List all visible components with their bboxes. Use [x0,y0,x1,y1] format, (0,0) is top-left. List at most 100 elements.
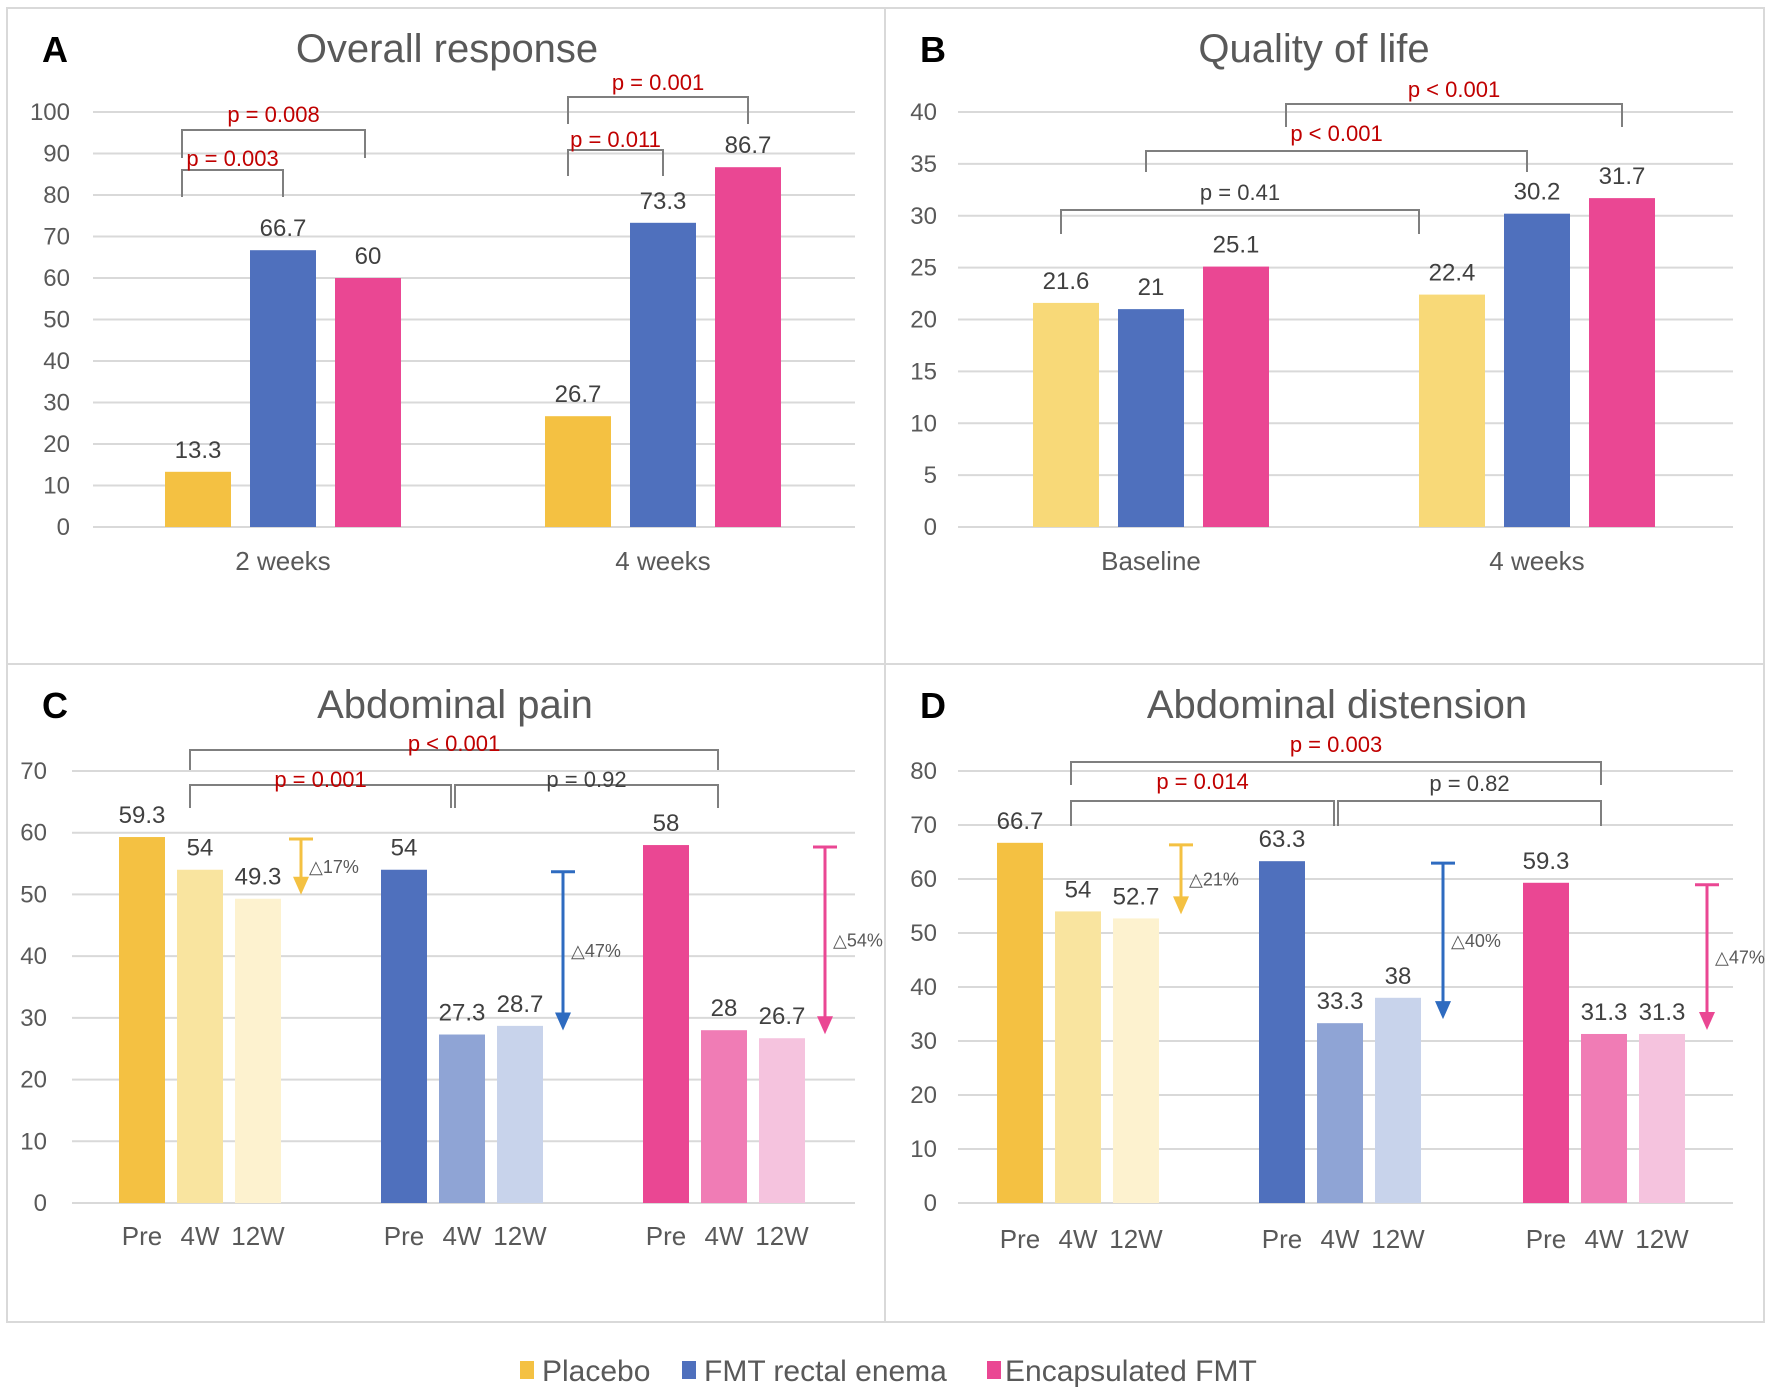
arrow-down-icon [1173,896,1189,915]
x-category-label: Pre [384,1221,424,1251]
bar [1504,213,1570,528]
x-category-label: 12W [231,1221,285,1251]
y-tick-label: 10 [910,410,937,437]
panel-a-title: Overall response [296,27,598,71]
data-label: 31.3 [1639,999,1686,1026]
bar [497,1025,543,1203]
x-category-label: Pre [1526,1224,1566,1254]
panel-a-overall-response: A Overall response 0 10 20 30 40 50 60 70 80 90 10… [30,27,855,576]
bar [1523,882,1569,1203]
y-tick-label: 80 [43,182,70,209]
data-label: 28.7 [497,991,544,1018]
p-value-label: p = 0.82 [1429,771,1509,796]
bar [235,898,281,1203]
data-label: 73.3 [640,188,687,215]
bar [1055,911,1101,1203]
x-category-label: Baseline [1101,546,1201,576]
y-tick-label: 5 [924,462,937,489]
y-tick-label: 30 [910,1028,937,1055]
significance-bracket [1070,800,1335,826]
panel-letter-c: C [42,685,68,726]
x-category-label: Pre [1000,1224,1040,1254]
x-category-label: 12W [493,1221,547,1251]
legend-label-encapsulated-fmt: Encapsulated FMT [1005,1355,1257,1388]
data-label: 49.3 [235,864,282,891]
p-value-label: p = 0.41 [1200,180,1280,205]
legend-item-placebo: Placebo [520,1355,650,1388]
y-tick-label: 70 [20,758,47,785]
bar [381,869,427,1203]
delta-percent-label: △40% [1451,931,1501,951]
bar [1317,1023,1363,1203]
data-label: 66.7 [260,215,307,242]
x-category-label: 12W [1109,1224,1163,1254]
bar [1581,1033,1627,1203]
bar [759,1038,805,1203]
legend-swatch-placebo [520,1361,534,1379]
legend-label-placebo: Placebo [542,1355,650,1388]
panel-d-title: Abdominal distension [1147,683,1527,727]
y-tick-label: 0 [924,1190,937,1217]
data-label: 21 [1138,274,1165,301]
y-tick-label: 20 [910,307,937,334]
data-label: 27.3 [439,1000,486,1027]
x-category-label: 4W [181,1221,220,1251]
p-value-label: p = 0.001 [274,767,366,792]
arrow-down-icon [293,876,309,895]
legend: Placebo FMT rectal enema Encapsulated FM… [520,1355,1257,1388]
legend-label-fmt-rectal-enema: FMT rectal enema [704,1355,947,1388]
bar [545,416,611,527]
arrow-down-icon [555,1012,571,1031]
bar [1259,861,1305,1203]
significance-bracket [1070,761,1602,785]
significance-bracket [1145,150,1528,172]
data-label: 28 [711,995,738,1022]
y-tick-label: 25 [910,255,937,282]
y-tick-label: 10 [20,1128,47,1155]
delta-percent-label: △21% [1189,870,1239,890]
p-value-label: p = 0.003 [1290,732,1382,757]
data-label: 60 [355,243,382,270]
y-tick-label: 0 [57,514,70,541]
panel-c-abdominal-pain: C Abdominal pain 0 10 20 30 40 50 60 70 59.3 Pre 5… [20,683,883,1251]
p-value-label: p = 0.001 [612,70,704,95]
x-category-label: 4 weeks [1489,546,1584,576]
significance-bracket [1337,800,1602,826]
data-label: 13.3 [175,437,222,464]
bar [1203,266,1269,527]
panel-letter-b: B [920,29,946,70]
y-tick-label: 60 [910,866,937,893]
significance-bracket [567,149,664,176]
data-label: 26.7 [555,381,602,408]
x-category-label: 4W [705,1221,744,1251]
y-tick-label: 80 [910,758,937,785]
p-value-label: p < 0.001 [1408,77,1500,102]
bar [1033,302,1099,527]
data-label: 33.3 [1317,988,1364,1015]
arrow-down-icon [1435,1001,1451,1020]
data-label: 58 [653,810,680,837]
bar [177,869,223,1203]
delta-percent-label: △47% [1715,947,1765,967]
data-label: 54 [187,835,214,862]
y-tick-label: 10 [910,1136,937,1163]
legend-swatch-encapsulated-fmt [987,1361,1001,1379]
panel-b-title: Quality of life [1198,27,1429,71]
bar [439,1034,485,1203]
significance-bracket [189,749,719,770]
significance-bracket [1060,209,1420,234]
data-label: 54 [1065,876,1092,903]
bar [701,1030,747,1203]
data-label: 66.7 [997,808,1044,835]
y-tick-label: 60 [20,820,47,847]
data-label: 38 [1385,963,1412,990]
x-category-label: 4W [1585,1224,1624,1254]
p-value-label: p = 0.011 [570,127,661,152]
x-category-label: 4W [1059,1224,1098,1254]
y-tick-label: 20 [43,431,70,458]
y-tick-label: 0 [924,514,937,541]
delta-percent-label: △17% [309,857,359,877]
bar [1419,294,1485,527]
bar [1118,309,1184,527]
